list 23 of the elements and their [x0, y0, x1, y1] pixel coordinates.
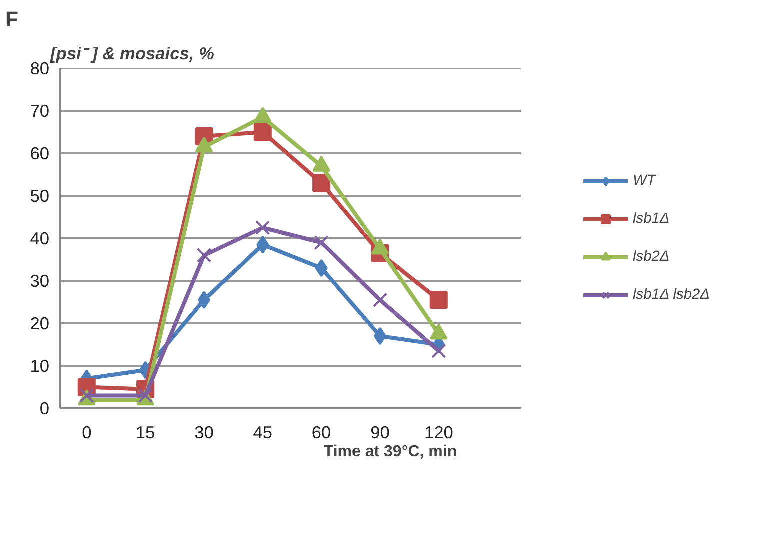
y-tick-label: 80 [30, 58, 50, 78]
y-tick-label: 50 [30, 186, 50, 206]
x-tick-label: 90 [370, 422, 390, 442]
x-tick-label: 0 [82, 422, 92, 442]
legend-label: lsb1Δ lsb2Δ [633, 287, 710, 303]
y-tick-label: 0 [40, 398, 50, 418]
x-tick-label: 15 [136, 422, 156, 442]
x-tick-label: 45 [253, 422, 273, 442]
legend-label: lsb2Δ [633, 249, 670, 265]
legend-label: WT [633, 173, 656, 189]
y-tick-label: 70 [30, 101, 50, 121]
x-axis-title: Time at 39°C, min [324, 444, 458, 460]
legend-label: lsb1Δ [633, 211, 670, 227]
y-tick-label: 20 [30, 314, 50, 334]
y-tick-label: 40 [30, 228, 50, 248]
x-tick-label: 60 [312, 422, 332, 442]
y-tick-label: 60 [30, 144, 50, 164]
y-axis-title: [psi⁻ ] & mosaics, % [50, 44, 214, 64]
y-tick-label: 10 [30, 356, 50, 376]
x-tick-label: 120 [424, 422, 454, 442]
text: F [6, 8, 19, 32]
x-tick-label: 30 [194, 422, 214, 442]
y-tick-label: 30 [30, 271, 50, 291]
